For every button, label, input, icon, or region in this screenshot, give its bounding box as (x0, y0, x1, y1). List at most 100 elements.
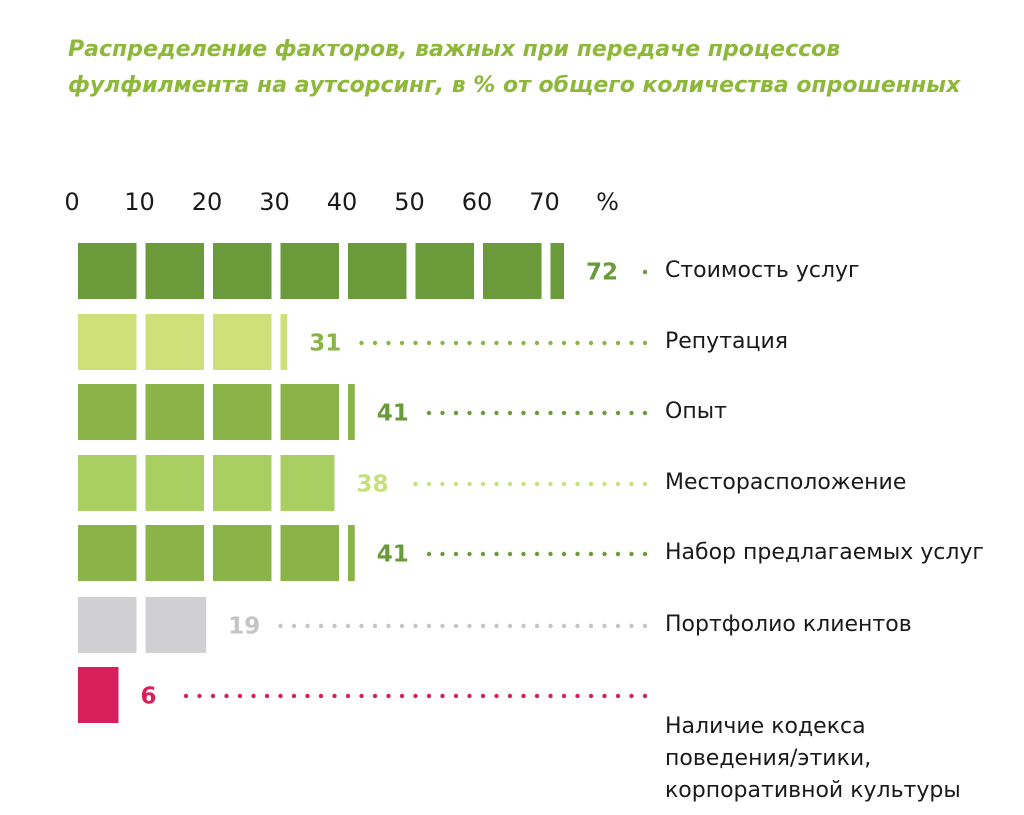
leader-dot (602, 410, 607, 416)
leader-dot (426, 410, 432, 416)
leader-dot (291, 623, 297, 629)
leader-dot (413, 340, 418, 346)
leader-dot (440, 410, 445, 416)
leader-dot (548, 410, 553, 416)
leader-dot (615, 340, 621, 346)
leader-dot (278, 693, 283, 699)
leader-dot (467, 623, 472, 629)
x-tick-label: 0 (64, 188, 79, 216)
leader-dot (561, 623, 567, 629)
leader-dot (305, 693, 310, 699)
bar-segment (78, 525, 137, 581)
leader-dot (507, 693, 513, 699)
leader-dot (575, 481, 580, 487)
leader-dot (548, 481, 553, 487)
leader-dot (521, 551, 526, 557)
leader-dot (561, 551, 567, 557)
leader-dot (548, 340, 553, 346)
leader-dot (561, 693, 567, 699)
bar-segment (483, 243, 542, 299)
leader-dot (237, 693, 243, 699)
leader-dot (548, 551, 553, 557)
leader-dot (453, 481, 459, 487)
x-tick-label: 70 (529, 188, 560, 216)
bar-segment (213, 384, 272, 440)
leader-dot (426, 481, 432, 487)
leader-dot (602, 693, 607, 699)
leader-dot (413, 623, 418, 629)
leader-dot (575, 623, 580, 629)
leader-dot (534, 481, 540, 487)
bar (78, 314, 288, 370)
leader-dot (521, 340, 526, 346)
leader-dot (629, 551, 634, 557)
leader-dot (615, 410, 621, 416)
bar-segment (348, 384, 355, 440)
leader-dot (480, 623, 486, 629)
leader-dot (291, 693, 297, 699)
leader-dot (197, 693, 202, 699)
leader-dot (453, 410, 459, 416)
leader-dot (480, 410, 486, 416)
bar-segment (145, 243, 204, 299)
value-label: 38 (357, 472, 389, 498)
leader-dot (399, 623, 405, 629)
category-label: Портфолио клиентов (665, 612, 912, 637)
leader-dot (561, 410, 567, 416)
leader-dot (521, 623, 526, 629)
leader-dot (224, 693, 229, 699)
bar-segment (213, 455, 272, 511)
leader-dot (426, 551, 432, 557)
leader-dot (575, 693, 580, 699)
leader-dot (521, 481, 526, 487)
leader-dot (413, 693, 418, 699)
value-label: 19 (228, 614, 260, 640)
leader-dot (494, 693, 499, 699)
leader-dot (372, 340, 378, 346)
leader-dot (440, 623, 445, 629)
value-label: 31 (309, 331, 341, 357)
leader-dot (642, 623, 648, 629)
leader-dot (507, 481, 513, 487)
leader-dot (278, 623, 283, 629)
leader-dot (359, 623, 364, 629)
leader-dot (615, 481, 621, 487)
leader-dot (548, 693, 553, 699)
leader-dot (440, 340, 445, 346)
bar-segment (78, 597, 137, 653)
leader-dot (399, 340, 405, 346)
bar-segment (145, 597, 207, 653)
leader-dot (615, 551, 621, 557)
value-label: 41 (377, 542, 409, 568)
leader-dot (305, 623, 310, 629)
leader-dot (372, 693, 378, 699)
leader-dot (210, 693, 216, 699)
leader-dot (534, 410, 540, 416)
leader-dot (629, 340, 634, 346)
leader-dot (534, 340, 540, 346)
leader-dot (480, 340, 486, 346)
leader-dot (440, 551, 445, 557)
category-label: Наличие кодекса поведения/этики, корпора… (665, 714, 961, 803)
leader-dot (521, 693, 526, 699)
leader-dot (588, 623, 594, 629)
bar (78, 384, 355, 440)
leader-dot (507, 340, 513, 346)
value-label: 41 (377, 401, 409, 427)
bar-segment (415, 243, 474, 299)
x-tick-label: 30 (259, 188, 290, 216)
leader-dot (629, 410, 634, 416)
leader-dot (534, 623, 540, 629)
leader-dot (467, 551, 472, 557)
bar-segment (145, 384, 204, 440)
bar-segment (280, 243, 339, 299)
bar-segment (280, 525, 339, 581)
leader-dot (494, 551, 499, 557)
bar (78, 667, 119, 723)
leader-dot (588, 410, 594, 416)
leader-dot (521, 410, 526, 416)
value-label: 6 (141, 684, 157, 710)
leader-dot (359, 693, 364, 699)
x-tick-label: 40 (327, 188, 358, 216)
